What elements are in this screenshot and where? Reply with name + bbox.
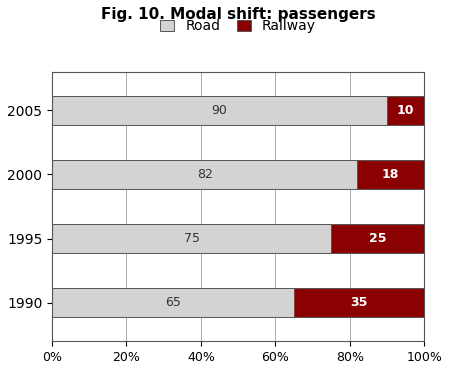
Legend: Road, Railway: Road, Railway	[160, 19, 316, 33]
Text: 75: 75	[184, 232, 199, 245]
Bar	[52, 288, 294, 317]
Text: 18: 18	[382, 168, 399, 181]
Text: 25: 25	[369, 232, 386, 245]
Bar	[331, 224, 424, 253]
Bar	[294, 288, 424, 317]
Text: 65: 65	[165, 296, 181, 309]
Text: 10: 10	[397, 104, 414, 117]
Bar	[387, 96, 424, 125]
Text: 90: 90	[211, 104, 227, 117]
Text: 82: 82	[197, 168, 212, 181]
Bar	[52, 96, 387, 125]
Text: 35: 35	[350, 296, 368, 309]
Bar	[357, 160, 424, 189]
Title: Fig. 10. Modal shift: passengers: Fig. 10. Modal shift: passengers	[101, 7, 375, 22]
Bar	[52, 160, 357, 189]
Bar	[52, 224, 331, 253]
